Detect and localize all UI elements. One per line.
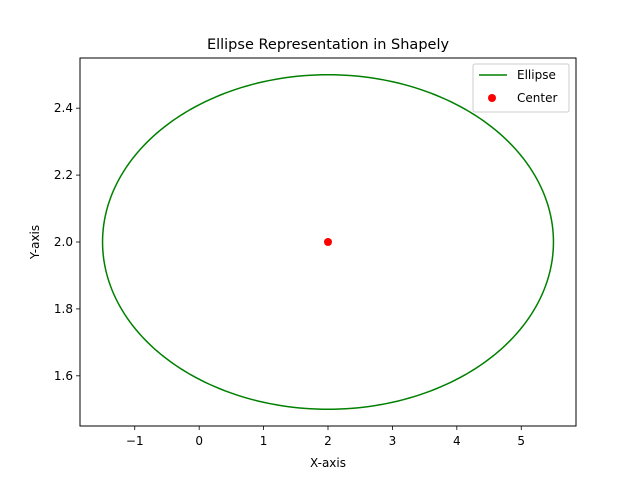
x-tick-label: 5 — [517, 434, 525, 448]
x-tick-label: 1 — [260, 434, 268, 448]
legend-center-swatch — [488, 94, 496, 102]
legend-center-label: Center — [517, 91, 557, 105]
x-tick-label: −1 — [126, 434, 144, 448]
plot-area — [101, 73, 555, 411]
y-tick-label: 2.0 — [54, 235, 73, 249]
x-tick-label: 4 — [453, 434, 461, 448]
chart-title: Ellipse Representation in Shapely — [207, 37, 450, 53]
x-tick-label: 3 — [389, 434, 397, 448]
legend-ellipse-label: Ellipse — [517, 68, 556, 82]
x-tick-label: 0 — [195, 434, 203, 448]
y-tick-label: 1.6 — [54, 369, 73, 383]
y-tick-label: 2.4 — [54, 101, 73, 115]
y-axis-label: Y-axis — [28, 225, 42, 260]
y-tick-label: 1.8 — [54, 302, 73, 316]
x-axis-label: X-axis — [310, 456, 346, 470]
ellipse-line — [101, 73, 555, 411]
axes-frame — [79, 57, 577, 427]
legend: Ellipse Center — [472, 63, 570, 113]
center-point — [324, 238, 332, 246]
legend-box — [472, 63, 570, 113]
axis-ticks: −1 0 1 2 3 4 5 1.6 1.8 2.0 2.2 2.4 — [54, 101, 525, 448]
x-tick-label: 2 — [324, 434, 332, 448]
y-tick-label: 2.2 — [54, 168, 73, 182]
